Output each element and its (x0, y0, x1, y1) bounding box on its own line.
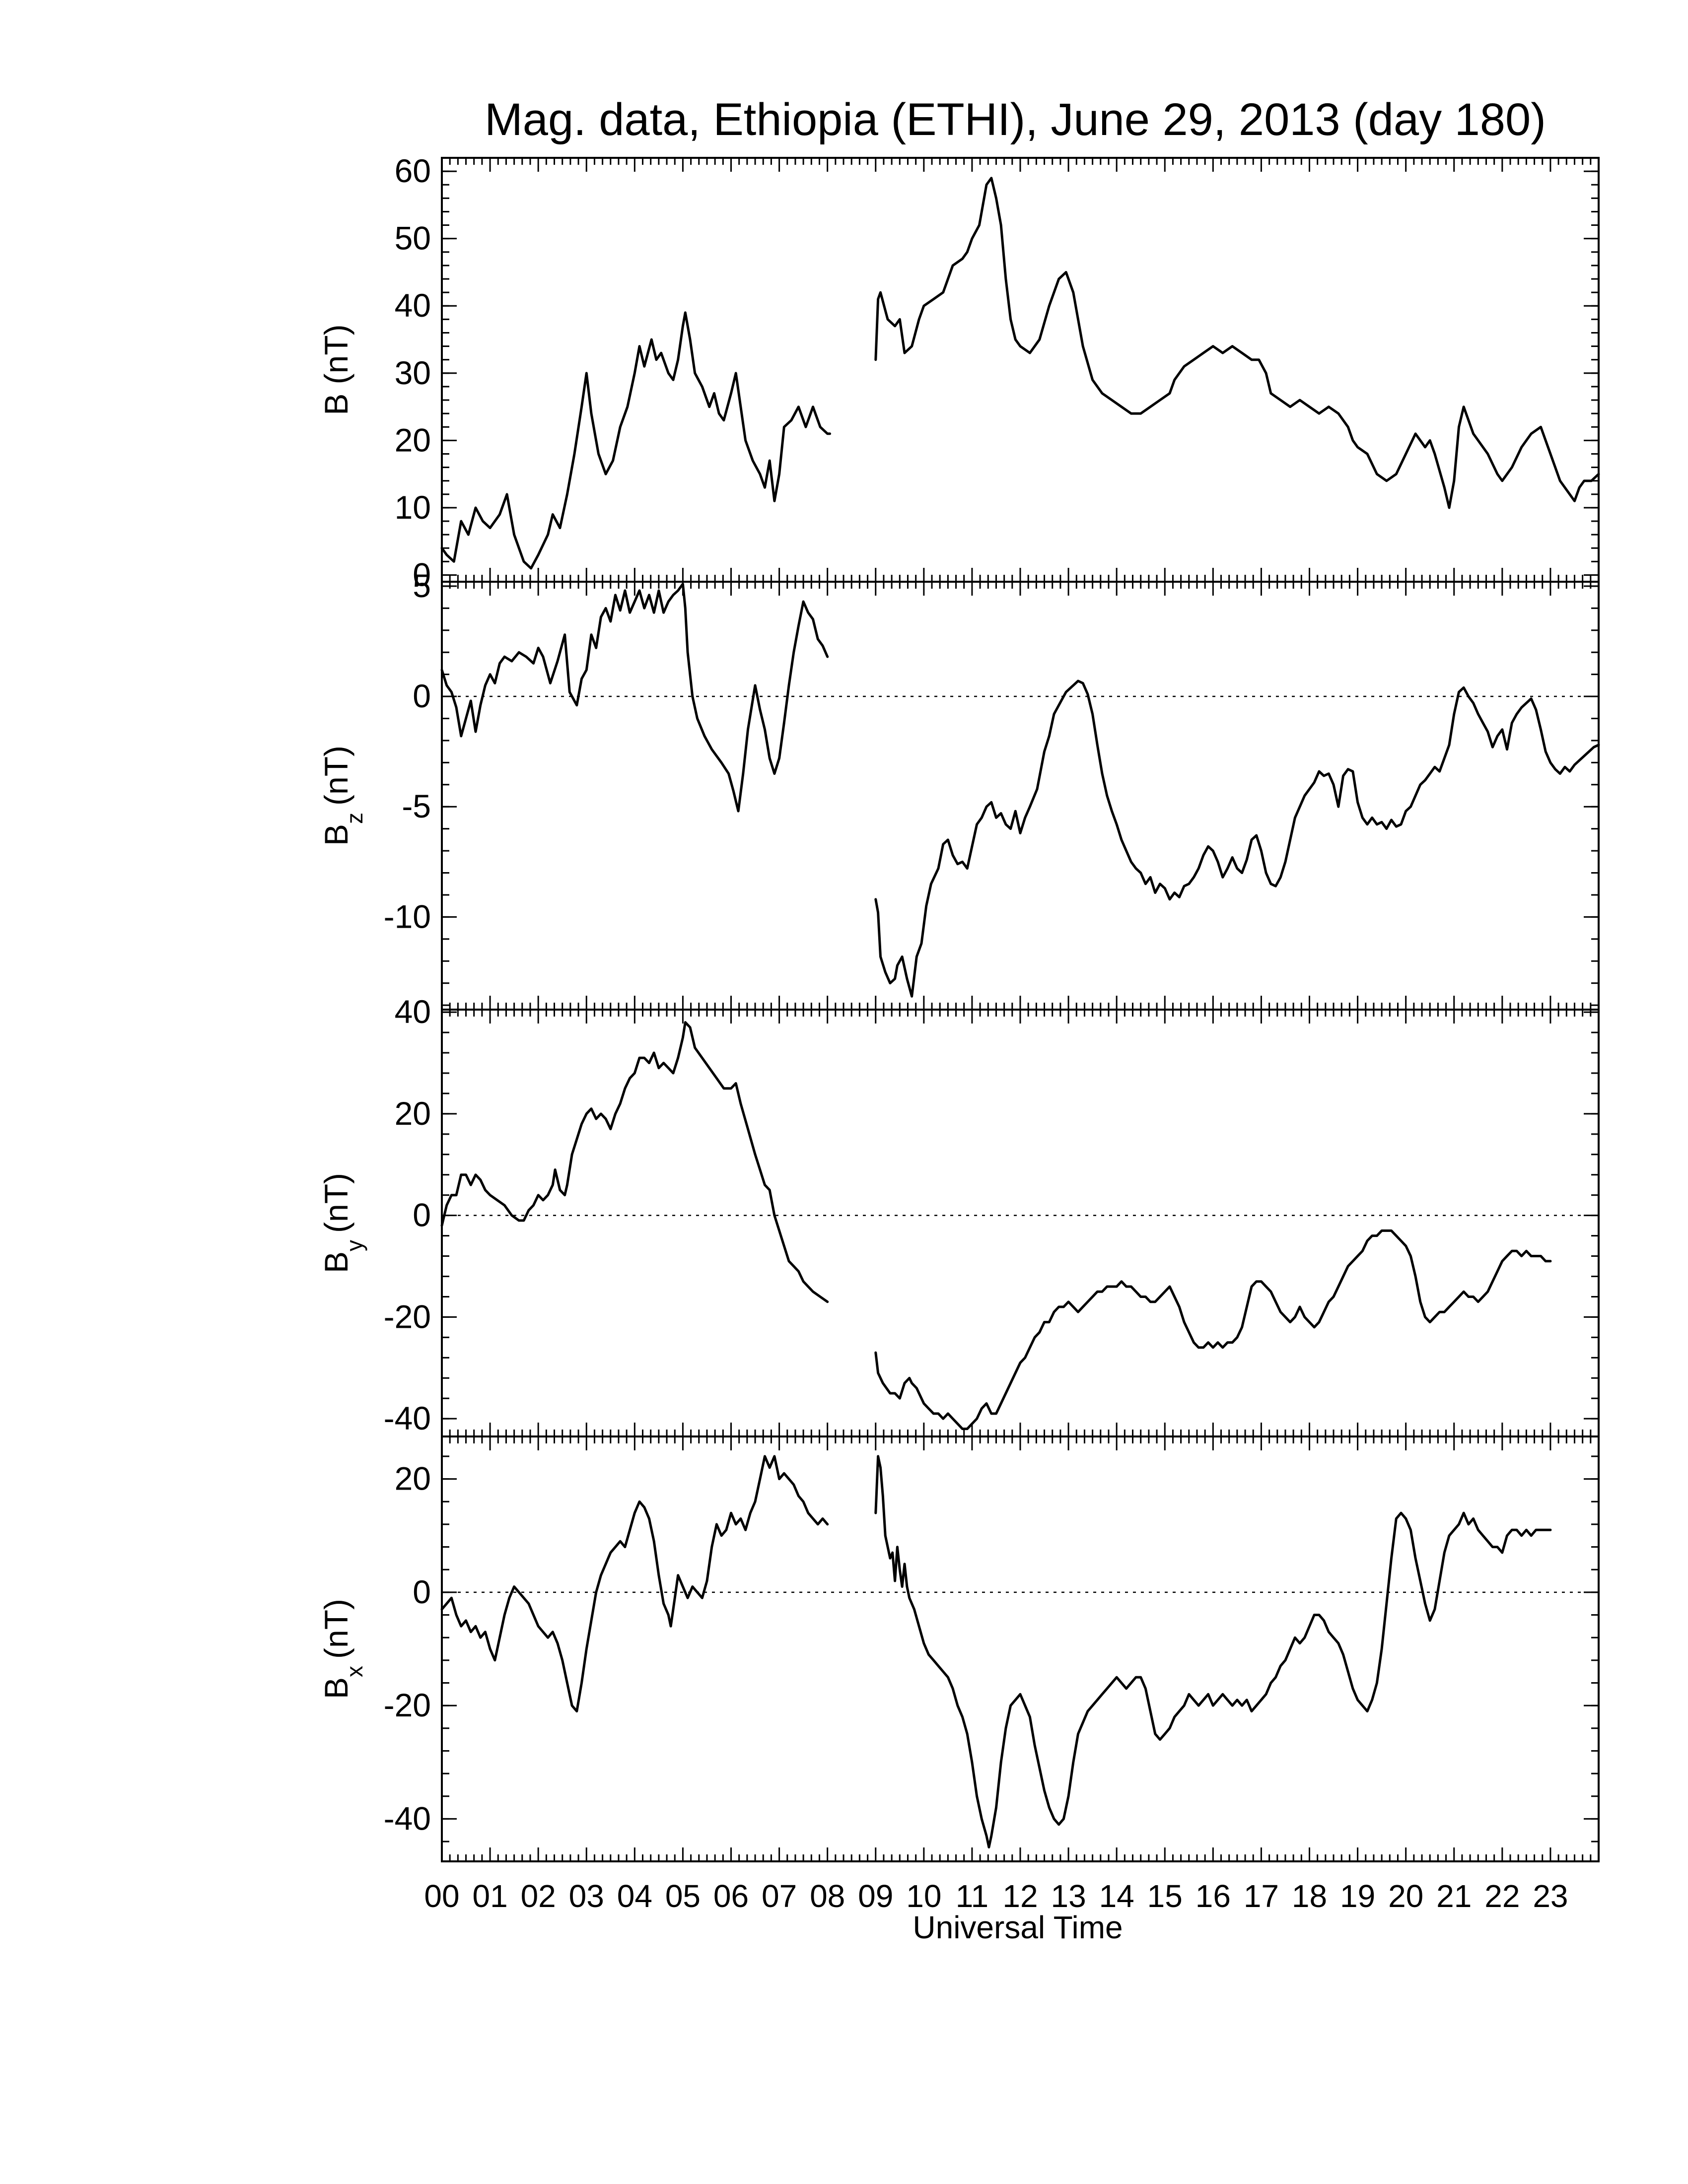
y-axis-label-Bx: Bx (nT) (318, 1599, 367, 1699)
x-tick-label: 14 (1099, 1878, 1134, 1914)
x-tick-label: 17 (1244, 1878, 1279, 1914)
y-tick-label: 20 (395, 421, 431, 458)
y-axis-label-main: B (318, 1251, 354, 1273)
y-tick-label: 50 (395, 220, 431, 257)
y-tick-label: 20 (395, 1460, 431, 1497)
x-tick-labels: 00 01 02 03 04 05 06 07 08 09 10 11 12 13 14 15 16 17 18 19… (424, 1878, 1568, 1914)
x-tick-label: 09 (858, 1878, 893, 1914)
x-tick-label: 19 (1340, 1878, 1375, 1914)
panel-frame-B (441, 157, 1600, 583)
panel-Bx: -40 -20 0 20 Bx (nT) (318, 1435, 1600, 1862)
x-tick-label: 23 (1533, 1878, 1568, 1914)
y-tick-label: -40 (384, 1800, 431, 1837)
y-tick-label: 40 (395, 993, 431, 1030)
y-axis-label-B: B (nT) (318, 324, 354, 415)
x-tick-label: 21 (1436, 1878, 1472, 1914)
x-tick-label: 22 (1484, 1878, 1520, 1914)
x-tick-label: 08 (810, 1878, 845, 1914)
y-axis-label-subscript: x (342, 1666, 367, 1677)
y-axis-label-unit: (nT) (318, 1599, 354, 1659)
y-tick-label: 0 (413, 1197, 431, 1233)
y-tick-label: -5 (402, 788, 431, 824)
y-axis-label-By: By (nT) (318, 1173, 367, 1273)
y-tick-label: 20 (395, 1095, 431, 1132)
y-axis-label-subscript: z (342, 813, 367, 824)
panel-Bz: -10 -5 0 5 Bz (nT) (318, 567, 1600, 1011)
y-tick-label: -20 (384, 1298, 431, 1335)
y-tick-label: 0 (413, 678, 431, 714)
x-tick-label: 15 (1147, 1878, 1183, 1914)
y-axis-label-main: B (318, 1677, 354, 1699)
panel-B: 0 10 20 30 40 50 60 B (nT) (318, 152, 1600, 593)
x-tick-label: 13 (1051, 1878, 1086, 1914)
panel-By: -40 -20 0 20 40 By (nT) (318, 993, 1600, 1437)
x-tick-label: 20 (1388, 1878, 1423, 1914)
y-tick-label: -20 (384, 1687, 431, 1723)
x-tick-label: 18 (1292, 1878, 1327, 1914)
x-tick-label: 05 (665, 1878, 701, 1914)
y-axis-label-unit: (nT) (318, 1173, 354, 1233)
series-B-segment-2 (874, 177, 1600, 509)
x-tick-label: 11 (956, 1878, 988, 1914)
series-By-segment-1 (440, 1021, 829, 1303)
x-tick-label: 06 (713, 1878, 749, 1914)
chart-title: Mag. data, Ethiopia (ETHI), June 29, 201… (485, 94, 1546, 145)
series-By-segment-2 (874, 1229, 1552, 1431)
y-tick-label: 0 (413, 556, 431, 593)
y-tick-label: 60 (395, 152, 431, 189)
series-Bz-segment-1 (440, 582, 829, 813)
x-tick-label: 03 (569, 1878, 604, 1914)
x-tick-label: 07 (762, 1878, 797, 1914)
panel-frame-Bx (441, 1435, 1600, 1862)
y-axis-label-subscript: y (342, 1240, 367, 1251)
y-tick-label: 40 (395, 287, 431, 324)
x-tick-label: 12 (1002, 1878, 1038, 1914)
y-axis-label-main: B (318, 824, 354, 846)
x-tick-label: 04 (617, 1878, 652, 1914)
series-Bx-segment-2 (874, 1455, 1552, 1848)
y-tick-label: -40 (384, 1400, 431, 1436)
y-tick-label: -10 (384, 898, 431, 935)
y-tick-label: 10 (395, 489, 431, 526)
panel-frame-Bz (441, 581, 1600, 1011)
panel-frame-By (441, 1009, 1600, 1437)
y-tick-label: 5 (413, 567, 431, 604)
series-Bx-segment-1 (440, 1455, 829, 1712)
y-axis-label-unit: (nT) (318, 746, 354, 806)
y-axis-label-Bz: Bz (nT) (318, 746, 367, 846)
series-B-segment-1 (440, 311, 831, 570)
y-tick-label: 0 (413, 1573, 431, 1610)
x-tick-label: 02 (521, 1878, 556, 1914)
x-tick-label: 01 (472, 1878, 507, 1914)
x-axis-label: Universal Time (913, 1910, 1123, 1945)
x-tick-label: 00 (424, 1878, 459, 1914)
x-tick-label: 10 (906, 1878, 941, 1914)
y-tick-label: 30 (395, 354, 431, 391)
y-axis-label-main: B (nT) (318, 324, 354, 415)
x-tick-label: 16 (1196, 1878, 1231, 1914)
series-Bz-segment-2 (874, 680, 1600, 998)
